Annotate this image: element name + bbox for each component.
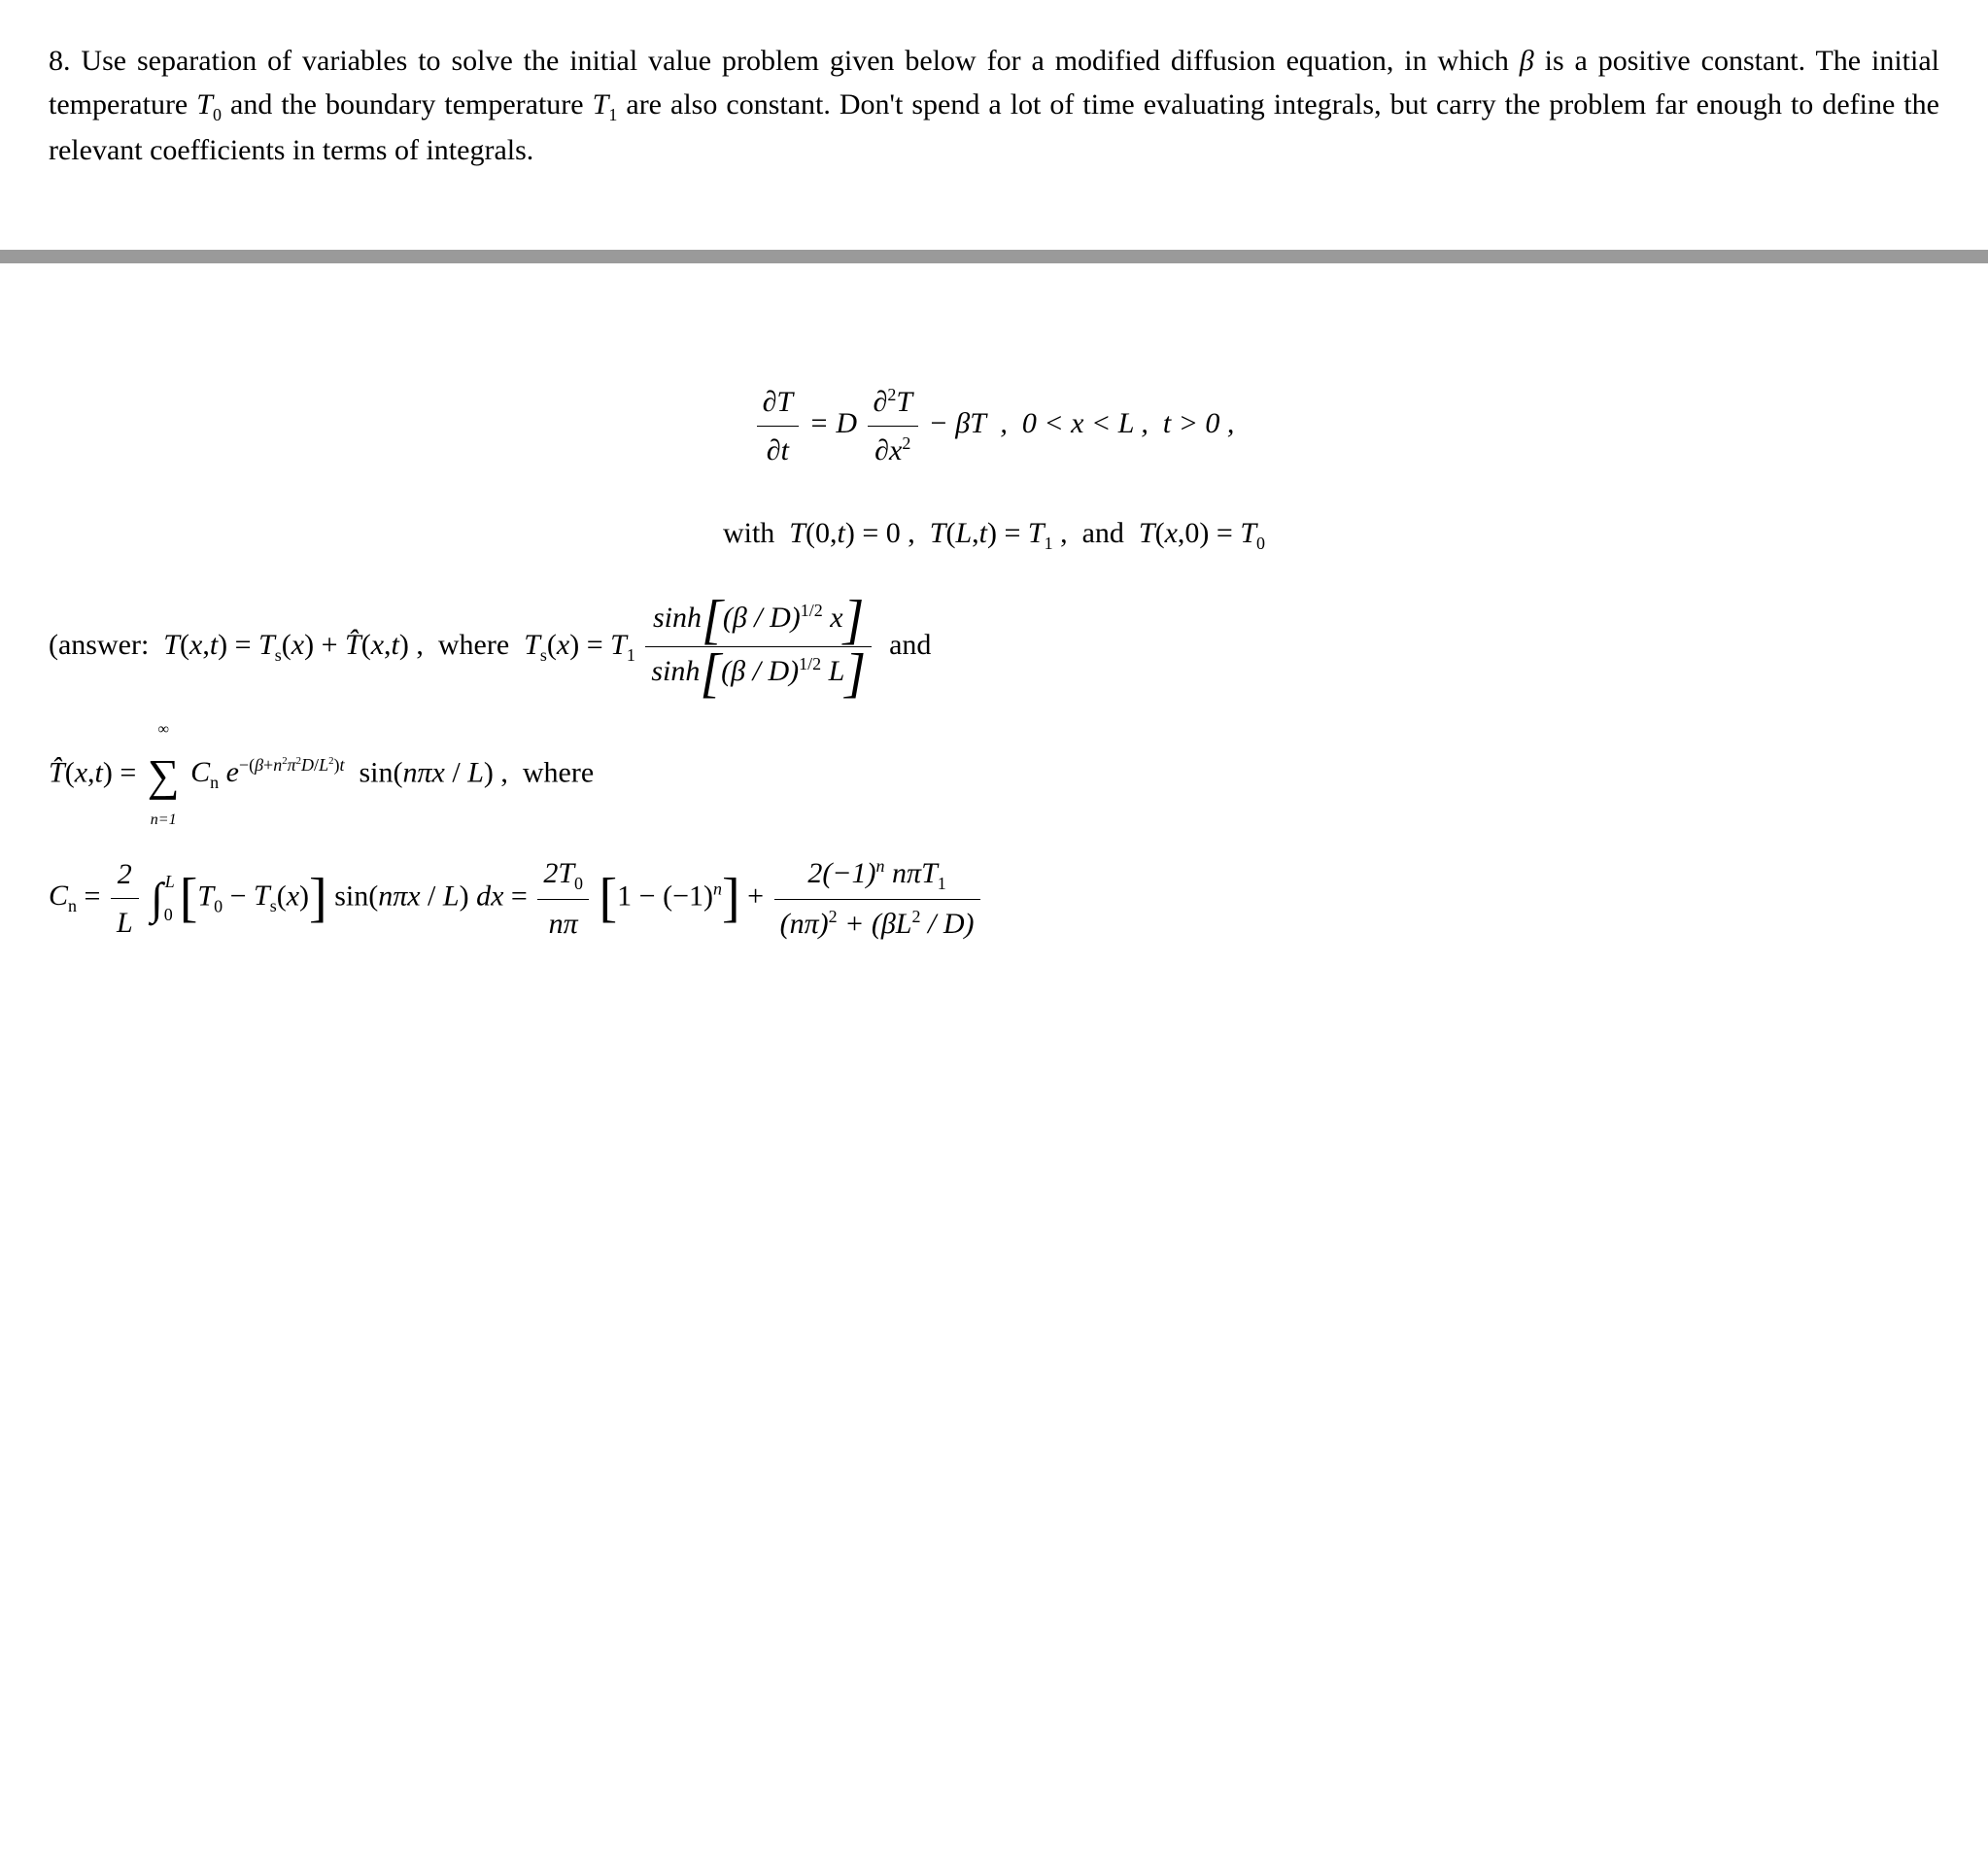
problem-number: 8. [49,45,71,77]
where-label: where [438,629,509,661]
T0-symbol: T0 [196,88,222,121]
section-divider [0,250,1988,263]
answer-decomposition: (answer: T(x,t) = Ts(x) + T̂(x,t) , wher… [49,596,1939,699]
problem-text-1: Use separation of variables to solve the… [81,45,1519,77]
boundary-initial-conditions: with T(0,t) = 0 , T(L,t) = T1 , and T(x,… [49,511,1939,557]
T1-symbol: T1 [593,88,618,121]
problem-text-3: and the boundary temperature [222,88,593,121]
coefficient-definition: Cn = 2L ∫L0 [T0 − Ts(x)] sin(nπx / L) dx… [49,851,1939,946]
answer-prefix: (answer: [49,629,149,661]
beta-symbol: β [1520,45,1534,77]
and-label: and [889,629,931,661]
pde-equation: ∂T∂t = D ∂2T∂x2 − βT , 0 < x < L , t > 0… [49,380,1939,472]
problem-statement: 8. Use separation of variables to solve … [49,39,1939,172]
transient-solution: T̂(x,t) = ∞∑n=1 Cn e−(β+n2π2D/L2)t sin(n… [49,718,1939,832]
